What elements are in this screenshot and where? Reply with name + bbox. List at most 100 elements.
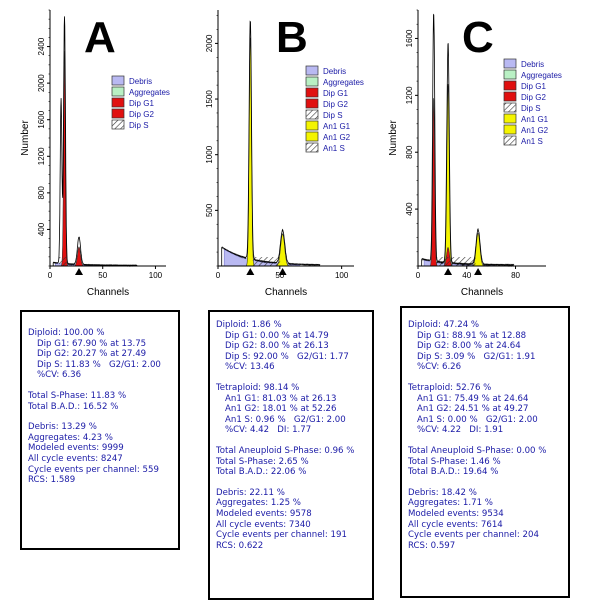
legend-swatch — [503, 124, 517, 135]
y-tick-label: 1000 — [205, 145, 214, 163]
stats-line: Dip G1: 67.90 % at 13.75 — [37, 338, 147, 349]
legend-swatch — [111, 108, 125, 119]
legend-label: An1 G2 — [323, 133, 351, 142]
stats-line: Modeled events: 9999 — [28, 443, 124, 454]
legend-swatch — [305, 109, 319, 120]
peak-marker — [75, 268, 83, 275]
panel-label-c: C — [462, 13, 494, 62]
legend-swatch — [305, 142, 319, 153]
stats-line: An1 S: 0.96 % G2/G1: 2.00 — [225, 414, 346, 425]
stats-line: Diploid: 1.86 % — [216, 320, 282, 330]
stats-spacer — [408, 436, 562, 446]
stats-line: All cycle events: 8247 — [28, 453, 123, 464]
y-tick-label: 2000 — [205, 34, 214, 52]
legend-label: An1 G1 — [521, 115, 549, 124]
stats-line: Tetraploid: 52.76 % — [408, 382, 492, 393]
legend-label: Dip G1 — [323, 89, 348, 98]
x-axis-label: Channels — [265, 287, 307, 298]
legend-label: Dip S — [323, 111, 343, 120]
legend-swatch — [503, 102, 517, 113]
stats-box-a: Diploid: 100.00 % Dip G1: 67.90 % at 13.7… — [20, 310, 180, 550]
stats-line: Diploid: 100.00 % — [28, 328, 105, 338]
stats-line: RCS: 0.622 — [216, 540, 264, 551]
stats-line: Debris: 18.42 % — [408, 487, 477, 498]
legend-swatch — [305, 131, 319, 142]
stats-line: All cycle events: 7614 — [408, 519, 503, 530]
legend-swatch — [503, 91, 517, 102]
stats-spacer — [408, 478, 562, 488]
stats-box-b: Diploid: 1.86 % Dip G1: 0.00 % at 14.79 Di… — [208, 310, 374, 600]
y-tick-label: 2400 — [37, 37, 46, 55]
panel-label-a: A — [84, 13, 116, 62]
x-tick-label: 50 — [275, 271, 284, 280]
stats-line: %CV: 4.22 DI: 1.91 — [417, 425, 504, 436]
legend-label: Aggregates — [323, 78, 364, 87]
legend-swatch — [503, 113, 517, 124]
stats-line: Dip G1: 88.91 % at 12.88 — [417, 330, 527, 341]
stats-spacer — [216, 373, 366, 383]
stats-line: Aggregates: 1.25 % — [216, 498, 301, 509]
y-tick-label: 800 — [405, 145, 414, 159]
histogram-chart-b: 500 1000 1500 2000 0 50 100 Channels Number Debri… — [196, 10, 364, 298]
s-phase-hatch — [58, 257, 67, 266]
stats-spacer — [216, 478, 366, 488]
peak-dip-g2 — [71, 246, 87, 267]
stats-line: Dip S: 3.09 % G2/G1: 1.91 — [417, 351, 536, 362]
stats-line: Total B.A.D.: 22.06 % — [216, 467, 307, 478]
histogram-panel-c: 400 800 1200 1600 0 40 80 Channels Number Debris A… — [388, 0, 578, 300]
x-tick-label: 0 — [216, 271, 221, 280]
legend-swatch — [111, 75, 125, 86]
peak-an1-g1 — [244, 37, 256, 267]
legend-swatch — [111, 119, 125, 130]
histogram-outline — [221, 20, 321, 267]
stats-line: %CV: 13.46 — [225, 362, 275, 373]
y-axis-label: Number — [196, 120, 199, 156]
stats-line: Total S-Phase: 1.46 % — [408, 456, 501, 467]
stats-spacer — [28, 381, 172, 391]
legend-label: Debris — [323, 67, 346, 76]
y-axis-label: Number — [388, 120, 399, 156]
legend-swatch — [305, 87, 319, 98]
legend-swatch — [503, 58, 517, 69]
histogram-chart-a: 400 800 1200 1600 2000 2400 0 50 100 Channels Numb… — [20, 9, 170, 298]
legend-label: Debris — [129, 77, 152, 86]
peak-marker — [444, 268, 453, 275]
legend-label: Dip G2 — [129, 110, 154, 119]
legend-label: An1 S — [521, 137, 543, 146]
stats-line: Cycle events per channel: 204 — [408, 530, 539, 541]
stats-line: Total Aneuploid S-Phase: 0.96 % — [216, 445, 355, 456]
histogram-panel-a: 400 800 1200 1600 2000 2400 0 50 100 Channels Numb… — [0, 0, 190, 300]
stats-line: %CV: 4.42 DI: 1.77 — [225, 425, 312, 436]
stats-line: Cycle events per channel: 191 — [216, 530, 347, 541]
legend-swatch — [503, 69, 517, 80]
stats-line: RCS: 0.597 — [408, 540, 456, 551]
stats-line: Debris: 22.11 % — [216, 487, 285, 498]
stats-line: Modeled events: 9534 — [408, 508, 504, 519]
x-axis-label: Channels — [461, 287, 503, 298]
legend-swatch — [503, 135, 517, 146]
peak-dip-g1 — [428, 98, 439, 267]
stats-line: Dip G2: 8.00 % at 26.13 — [225, 341, 329, 352]
x-tick-label: 100 — [149, 271, 163, 280]
histogram-panel-b: 500 1000 1500 2000 0 50 100 Channels Number Debri… — [196, 0, 386, 300]
legend-swatch — [305, 65, 319, 76]
stats-line: Dip G2: 8.00 % at 24.64 — [417, 341, 521, 352]
legend-label: An1 S — [323, 144, 345, 153]
stats-line: Aggregates: 4.23 % — [28, 432, 113, 443]
stats-line: Dip G2: 20.27 % at 27.49 — [37, 349, 147, 360]
legend-label: Dip G2 — [521, 93, 546, 102]
legend-label: An1 G1 — [323, 122, 351, 131]
stats-line: Dip G1: 0.00 % at 14.79 — [225, 330, 329, 341]
y-tick-label: 1200 — [405, 86, 414, 104]
stats-line: RCS: 1.589 — [28, 475, 76, 486]
x-tick-label: 100 — [335, 271, 349, 280]
stats-line: An1 G1: 75.49 % at 24.64 — [417, 393, 529, 404]
stats-line: Total S-Phase: 11.83 % — [28, 390, 127, 401]
legend-label: Dip G2 — [323, 100, 348, 109]
histogram-chart-c: 400 800 1200 1600 0 40 80 Channels Number Debris A… — [388, 9, 562, 298]
legend-label: Aggregates — [521, 71, 562, 80]
y-tick-label: 2000 — [37, 74, 46, 92]
stats-line: An1 S: 0.00 % G2/G1: 2.00 — [417, 414, 538, 425]
legend-label: An1 G2 — [521, 126, 549, 135]
y-tick-label: 800 — [37, 186, 46, 200]
